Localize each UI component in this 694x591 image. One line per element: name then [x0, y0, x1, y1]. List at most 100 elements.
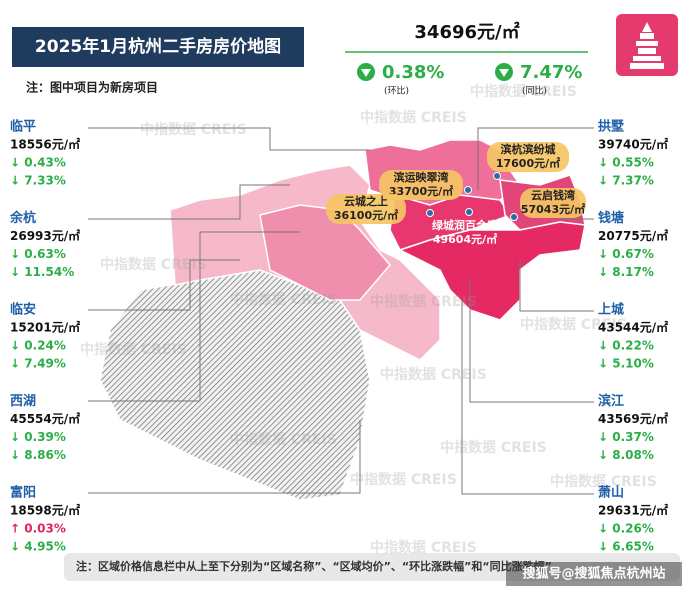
district-name: 余杭	[9, 210, 36, 226]
district-yoy: ↓ 7.33%	[10, 174, 66, 188]
district-yoy: ↓ 6.65%	[598, 540, 654, 554]
project-price: 36100元/㎡	[334, 208, 398, 222]
district-mom: ↓ 0.63%	[10, 247, 66, 261]
region-xihu	[259, 204, 391, 301]
project-marker	[426, 209, 434, 217]
change-label: (同比)	[522, 85, 547, 97]
district-name: 富阳	[10, 485, 36, 501]
district-price: 29631元/㎡	[598, 503, 668, 518]
leader-line	[477, 127, 594, 190]
watermark: 中指数据 CREIS	[550, 473, 657, 490]
district-yoy: ↓ 7.37%	[598, 174, 654, 188]
change-label: (环比)	[384, 85, 409, 97]
project-marker	[465, 208, 473, 216]
watermark: 中指数据 CREIS	[230, 291, 337, 308]
district-price: 39740元/㎡	[598, 137, 668, 152]
note: 注：图中项目为新房项目	[26, 80, 158, 95]
city-price: 34696元/㎡	[414, 21, 519, 43]
leader-line	[461, 300, 594, 495]
district-price: 45554元/㎡	[10, 411, 80, 426]
project-label-box	[326, 194, 406, 224]
watermark: 中指数据 CREIS	[100, 256, 207, 273]
project-name: 云启钱湾	[531, 188, 575, 202]
district-mom: ↓ 0.37%	[598, 430, 654, 444]
leader-line	[88, 127, 370, 151]
footer-note: 注：区域价格信息栏中从上至下分别为“区域名称”、“区域均价”、“环比涨跌幅”和“…	[76, 559, 552, 573]
project-marker	[510, 213, 518, 221]
change-arrow	[499, 69, 509, 77]
source-watermark: 搜狐号@搜狐焦点杭州站	[522, 566, 665, 582]
district-yoy: ↓ 8.17%	[598, 265, 654, 279]
change-value: 0.38%	[382, 62, 444, 83]
leader-line	[88, 231, 300, 402]
watermark: 中指数据 CREIS	[360, 109, 467, 126]
district-price: 43569元/㎡	[598, 411, 668, 426]
district-mom: ↓ 0.24%	[10, 339, 66, 353]
project-name: 滨运映翠湾	[394, 170, 449, 184]
district-name: 临安	[10, 302, 36, 318]
district-price: 18598元/㎡	[10, 503, 80, 518]
watermark: 中指数据 CREIS	[370, 293, 477, 310]
district-name: 临平	[10, 119, 36, 135]
pagoda-icon	[616, 14, 678, 76]
district-mom: ↓ 0.55%	[598, 156, 654, 170]
district-price: 15201元/㎡	[10, 320, 80, 335]
district-yoy: ↓ 8.08%	[598, 448, 654, 462]
title-box	[12, 27, 304, 67]
district-yoy: ↓ 11.54%	[10, 265, 74, 279]
project-name: 滨杭滨纷城	[501, 142, 556, 156]
project-marker	[464, 186, 472, 194]
watermark: 中指数据 CREIS	[350, 471, 457, 488]
district-mom: ↓ 0.26%	[598, 522, 654, 536]
project-price: 17600元/㎡	[496, 156, 560, 170]
district-name: 西湖	[10, 394, 36, 409]
district-price: 18556元/㎡	[10, 137, 80, 152]
district-name: 萧山	[598, 485, 624, 501]
district-mom: ↓ 0.22%	[598, 339, 654, 353]
leader-line	[519, 260, 594, 312]
change-value: 7.47%	[520, 62, 582, 83]
district-price: 43544元/㎡	[598, 320, 668, 335]
project-price: 57043元/㎡	[521, 202, 585, 216]
district-yoy: ↓ 4.95%	[10, 540, 66, 554]
title: 2025年1月杭州二手房房价地图	[35, 36, 281, 57]
leader-line	[88, 420, 361, 494]
district-name: 滨江	[598, 393, 624, 409]
leader-line	[88, 184, 290, 220]
district-price: 20775元/㎡	[598, 228, 668, 243]
leader-line	[88, 259, 240, 311]
region-xiaoshan	[398, 221, 586, 321]
project-name: 云城之上	[344, 194, 388, 208]
district-name: 上城	[598, 302, 624, 318]
source-watermark-box	[506, 562, 682, 586]
watermark: 中指数据 CREIS	[80, 341, 187, 358]
district-yoy: ↓ 7.49%	[10, 357, 66, 371]
district-mom: ↓ 0.39%	[10, 430, 66, 444]
district-yoy: ↓ 8.86%	[10, 448, 66, 462]
project-name: 绿城润百合庭	[432, 218, 498, 232]
district-price: 26993元/㎡	[10, 228, 80, 243]
project-label-box	[487, 142, 569, 172]
project-label-box	[379, 170, 463, 200]
change-arrow	[361, 69, 371, 77]
district-mom: ↓ 0.43%	[10, 156, 66, 170]
leader-lines	[88, 127, 594, 495]
district-mom: ↑ 0.03%	[10, 522, 66, 536]
watermark: 中指数据 CREIS	[380, 366, 487, 383]
district-mom: ↓ 0.67%	[598, 247, 654, 261]
watermark: 中指数据 CREIS	[140, 121, 247, 138]
project-price: 49604元/㎡	[433, 232, 497, 246]
district-name: 钱塘	[598, 210, 624, 226]
watermark: 中指数据 CREIS	[440, 439, 547, 456]
watermark: 中指数据 CREIS	[470, 83, 577, 100]
watermark: 中指数据 CREIS	[230, 431, 337, 448]
project-price: 33700元/㎡	[389, 184, 453, 198]
project-marker	[493, 172, 501, 180]
project-label-box	[520, 188, 586, 218]
watermark: 中指数据 CREIS	[370, 539, 477, 556]
district-name: 拱墅	[598, 119, 624, 135]
leader-line	[469, 280, 594, 403]
district-yoy: ↓ 5.10%	[598, 357, 654, 371]
watermark: 中指数据 CREIS	[520, 316, 627, 333]
